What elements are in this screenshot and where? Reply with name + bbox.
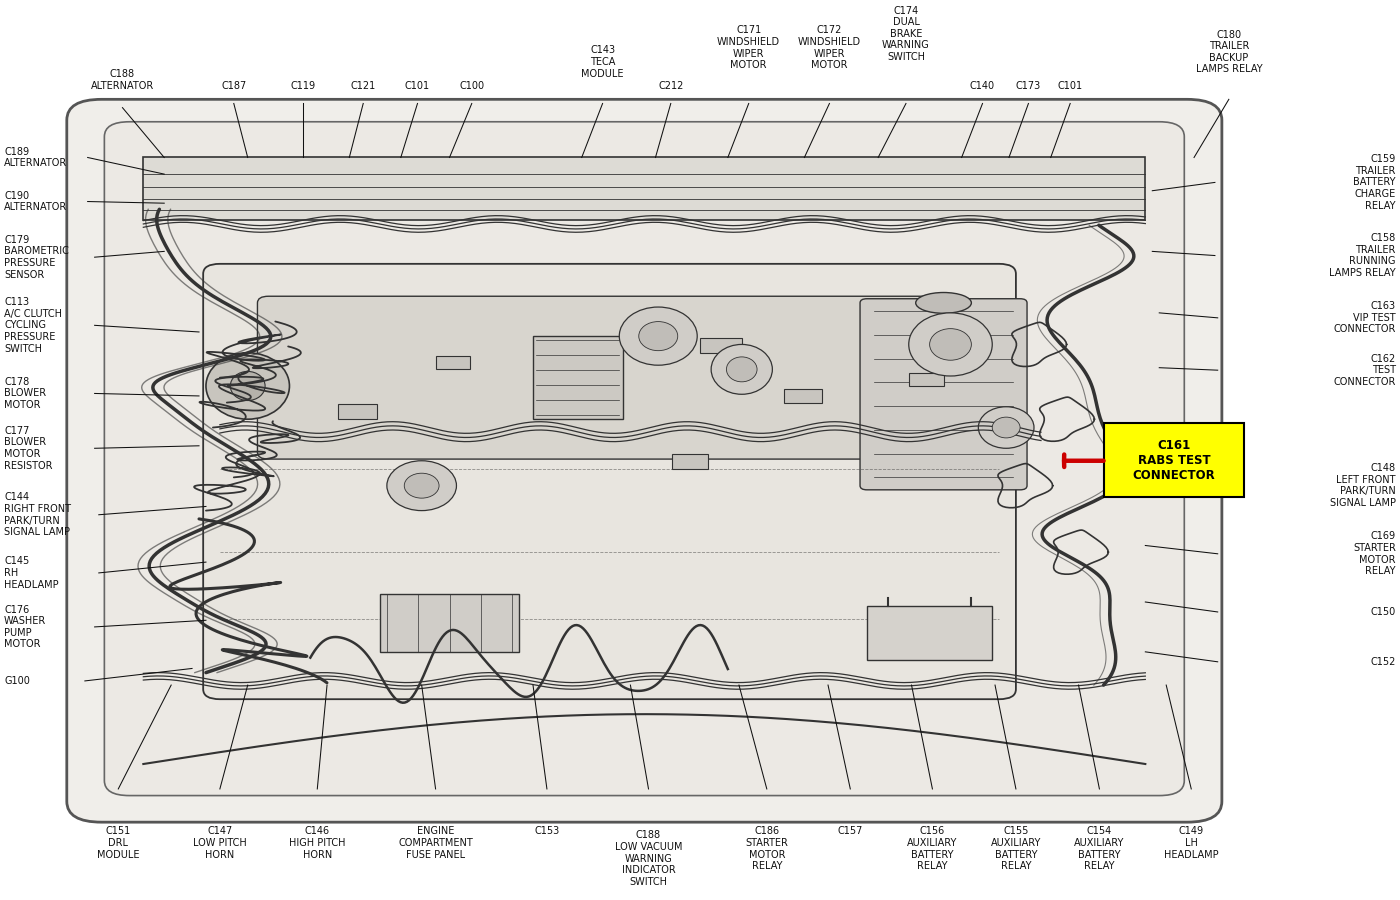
Text: C162
TEST
CONNECTOR: C162 TEST CONNECTOR <box>1333 354 1396 387</box>
Text: C144
RIGHT FRONT
PARK/TURN
SIGNAL LAMP: C144 RIGHT FRONT PARK/TURN SIGNAL LAMP <box>4 492 71 537</box>
Text: C101: C101 <box>405 81 430 91</box>
Ellipse shape <box>711 345 773 394</box>
Text: C150: C150 <box>1371 607 1396 617</box>
FancyBboxPatch shape <box>105 122 1184 796</box>
Text: C119: C119 <box>291 81 316 91</box>
Text: C190
ALTERNATOR: C190 ALTERNATOR <box>4 191 67 212</box>
Text: C172
WINDSHIELD
WIPER
MOTOR: C172 WINDSHIELD WIPER MOTOR <box>798 25 861 70</box>
Text: C156
AUXILIARY
BATTERY
RELAY: C156 AUXILIARY BATTERY RELAY <box>907 826 958 871</box>
Text: C179
BAROMETRIC
PRESSURE
SENSOR: C179 BAROMETRIC PRESSURE SENSOR <box>4 235 69 280</box>
Bar <box>700 338 742 353</box>
Bar <box>909 373 944 386</box>
Ellipse shape <box>386 461 456 510</box>
Text: C186
STARTER
MOTOR
RELAY: C186 STARTER MOTOR RELAY <box>745 826 788 871</box>
Text: C180
TRAILER
BACKUP
LAMPS RELAY: C180 TRAILER BACKUP LAMPS RELAY <box>1196 30 1263 75</box>
Ellipse shape <box>638 321 678 351</box>
Text: C148
LEFT FRONT
PARK/TURN
SIGNAL LAMP: C148 LEFT FRONT PARK/TURN SIGNAL LAMP <box>1330 464 1396 508</box>
Text: C153: C153 <box>535 826 560 836</box>
Bar <box>672 454 708 469</box>
Text: C188
ALTERNATOR: C188 ALTERNATOR <box>91 69 154 91</box>
Text: C187: C187 <box>221 81 246 91</box>
Text: C157: C157 <box>837 826 862 836</box>
FancyBboxPatch shape <box>203 264 1016 699</box>
Bar <box>784 390 822 402</box>
Bar <box>867 606 993 661</box>
Text: C100: C100 <box>459 81 484 91</box>
Ellipse shape <box>993 417 1021 438</box>
Text: C169
STARTER
MOTOR
RELAY: C169 STARTER MOTOR RELAY <box>1352 531 1396 576</box>
Ellipse shape <box>206 353 290 419</box>
Text: C154
AUXILIARY
BATTERY
RELAY: C154 AUXILIARY BATTERY RELAY <box>1074 826 1124 871</box>
Text: C189
ALTERNATOR: C189 ALTERNATOR <box>4 147 67 168</box>
Text: ENGINE
COMPARTMENT
FUSE PANEL: ENGINE COMPARTMENT FUSE PANEL <box>398 826 473 860</box>
Ellipse shape <box>916 292 972 313</box>
FancyBboxPatch shape <box>258 296 962 459</box>
Text: C152: C152 <box>1371 657 1396 667</box>
Text: C177
BLOWER
MOTOR
RESISTOR: C177 BLOWER MOTOR RESISTOR <box>4 426 53 471</box>
Text: C174
DUAL
BRAKE
WARNING
SWITCH: C174 DUAL BRAKE WARNING SWITCH <box>882 5 930 62</box>
Bar <box>435 356 470 369</box>
Text: C173: C173 <box>1016 81 1042 91</box>
Text: C151
DRL
MODULE: C151 DRL MODULE <box>97 826 140 860</box>
Text: C176
WASHER
PUMP
MOTOR: C176 WASHER PUMP MOTOR <box>4 605 46 649</box>
Ellipse shape <box>405 473 440 498</box>
Text: C113
A/C CLUTCH
CYCLING
PRESSURE
SWITCH: C113 A/C CLUTCH CYCLING PRESSURE SWITCH <box>4 297 62 354</box>
Text: C171
WINDSHIELD
WIPER
MOTOR: C171 WINDSHIELD WIPER MOTOR <box>717 25 780 70</box>
Text: C212: C212 <box>658 81 683 91</box>
Bar <box>143 158 1145 220</box>
Text: C188
LOW VACUUM
WARNING
INDICATOR
SWITCH: C188 LOW VACUUM WARNING INDICATOR SWITCH <box>615 831 682 886</box>
Ellipse shape <box>930 328 972 360</box>
Text: C155
AUXILIARY
BATTERY
RELAY: C155 AUXILIARY BATTERY RELAY <box>991 826 1042 871</box>
FancyBboxPatch shape <box>860 299 1028 490</box>
Text: C140: C140 <box>970 81 995 91</box>
Text: C161
RABS TEST
CONNECTOR: C161 RABS TEST CONNECTOR <box>1133 439 1215 482</box>
Ellipse shape <box>231 372 265 400</box>
Ellipse shape <box>979 407 1035 448</box>
Ellipse shape <box>619 307 697 365</box>
FancyBboxPatch shape <box>67 99 1222 823</box>
Ellipse shape <box>909 313 993 376</box>
Ellipse shape <box>727 357 757 382</box>
FancyBboxPatch shape <box>1103 423 1245 498</box>
Text: C178
BLOWER
MOTOR: C178 BLOWER MOTOR <box>4 377 46 410</box>
Bar <box>379 594 519 652</box>
Text: C145
RH
HEADLAMP: C145 RH HEADLAMP <box>4 556 59 590</box>
Text: C163
VIP TEST
CONNECTOR: C163 VIP TEST CONNECTOR <box>1333 302 1396 335</box>
Text: C143
TECA
MODULE: C143 TECA MODULE <box>581 45 624 78</box>
Text: C121: C121 <box>350 81 375 91</box>
Text: C159
TRAILER
BATTERY
CHARGE
RELAY: C159 TRAILER BATTERY CHARGE RELAY <box>1354 154 1396 211</box>
Bar <box>339 404 377 419</box>
Bar <box>533 336 623 419</box>
Text: C158
TRAILER
RUNNING
LAMPS RELAY: C158 TRAILER RUNNING LAMPS RELAY <box>1329 233 1396 278</box>
Text: C101: C101 <box>1057 81 1082 91</box>
Text: C147
LOW PITCH
HORN: C147 LOW PITCH HORN <box>193 826 246 860</box>
Text: C149
LH
HEADLAMP: C149 LH HEADLAMP <box>1163 826 1218 860</box>
Text: G100: G100 <box>4 676 29 686</box>
Text: C146
HIGH PITCH
HORN: C146 HIGH PITCH HORN <box>288 826 346 860</box>
